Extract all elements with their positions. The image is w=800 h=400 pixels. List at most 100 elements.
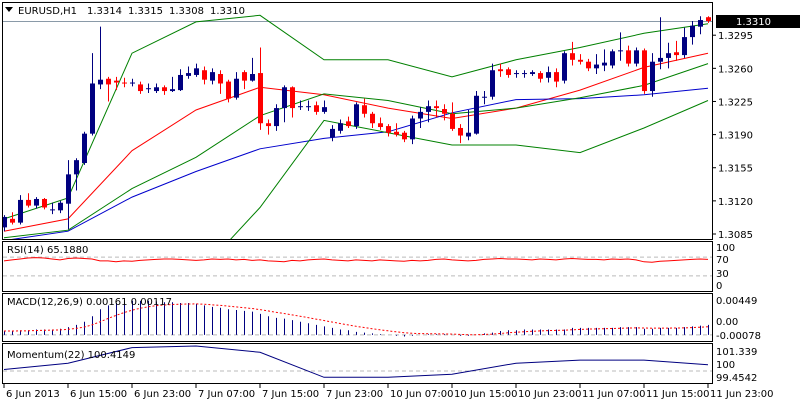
candle-body	[202, 70, 207, 80]
candle	[322, 100, 327, 114]
rsi-tick: 100	[716, 243, 735, 254]
candle	[570, 41, 575, 66]
candle	[682, 27, 687, 58]
candle	[50, 202, 55, 215]
time-tick-label: 6 Jun 2013	[6, 389, 60, 400]
candle-body	[154, 87, 159, 92]
candle	[42, 198, 47, 210]
candle-body	[674, 52, 679, 56]
candle-body	[26, 199, 31, 206]
candle-body	[434, 106, 439, 109]
chart-title: EURUSD,H1 1.3314 1.3315 1.3308 1.3310	[5, 6, 245, 17]
candle-body	[474, 95, 479, 134]
momentum-line	[3, 345, 709, 378]
candle	[130, 78, 135, 87]
candle-body	[98, 79, 103, 85]
candle-body	[458, 127, 463, 136]
rsi-tick: 30	[716, 269, 729, 280]
momentum-tick: 99.4542	[716, 373, 757, 384]
candle-body	[698, 20, 703, 27]
candle	[178, 69, 183, 92]
candle	[370, 111, 375, 128]
candle-body	[250, 74, 255, 81]
candle-body	[322, 107, 327, 112]
candle	[474, 91, 479, 135]
candle	[642, 48, 647, 94]
momentum-label: Momentum(22) 100.4149	[7, 350, 135, 361]
time-tick-label: 7 Jun 15:00	[262, 389, 319, 400]
candle-body	[490, 70, 495, 97]
candle-body	[450, 113, 455, 129]
candle-body	[90, 83, 95, 134]
candle	[378, 117, 383, 130]
candle-body	[106, 78, 111, 85]
macd-panel[interactable]	[2, 293, 713, 342]
time-tick-label: 10 Jun 15:00	[454, 389, 518, 400]
candle-body	[186, 73, 191, 76]
price-tick-label: 1.3155	[718, 164, 753, 175]
candle-body	[74, 160, 79, 175]
candle-body	[706, 17, 711, 21]
candle-body	[58, 202, 63, 211]
candle	[618, 32, 623, 61]
time-tick-label: 10 Jun 23:00	[518, 389, 582, 400]
candle-body	[394, 131, 399, 135]
candle	[466, 109, 471, 141]
candle	[330, 125, 335, 142]
macd-signal-line	[4, 303, 709, 336]
price-tick-label: 1.3085	[718, 230, 753, 241]
momentum-tick: 100	[716, 360, 735, 371]
candle	[194, 63, 199, 77]
candle	[594, 54, 599, 75]
candle-body	[666, 53, 671, 58]
candle-body	[410, 118, 415, 140]
candle	[402, 130, 407, 143]
candle-body	[234, 78, 239, 98]
candle	[578, 54, 583, 65]
candle-body	[586, 61, 591, 69]
macd-label: MACD(12,26,9) 0.00161 0.00117	[7, 297, 172, 308]
candle	[354, 102, 359, 129]
candle	[394, 123, 399, 137]
rsi-panel[interactable]	[2, 241, 713, 292]
candle-body	[178, 74, 183, 91]
price-tick-label: 1.3120	[718, 197, 753, 208]
candle-body	[642, 50, 647, 92]
candle-body	[682, 37, 687, 56]
macd-indicator	[3, 300, 712, 337]
time-tick-label: 11 Jun 07:00	[582, 389, 646, 400]
candle	[18, 195, 23, 225]
candle-body	[170, 89, 175, 92]
current-price-label: 1.3310	[736, 17, 771, 28]
candle	[154, 83, 159, 93]
candle	[514, 70, 519, 78]
candle	[450, 102, 455, 131]
candle	[290, 86, 295, 118]
candle-body	[498, 69, 503, 72]
candle-body	[226, 81, 231, 99]
candle	[10, 212, 15, 225]
candle-body	[258, 73, 263, 124]
candle	[418, 107, 423, 128]
candle-body	[82, 133, 87, 163]
candle-body	[538, 73, 543, 79]
candle-body	[658, 57, 663, 62]
candle-body	[338, 123, 343, 131]
candle-body	[634, 50, 639, 64]
candle-body	[618, 50, 623, 52]
candle	[690, 21, 695, 45]
candle-body	[650, 61, 655, 92]
candle	[458, 124, 463, 144]
candle-body	[594, 64, 599, 69]
dropdown-triangle-icon[interactable]	[5, 7, 13, 12]
candle	[218, 70, 223, 94]
time-tick-label: 7 Jun 07:00	[198, 389, 255, 400]
candle	[530, 70, 535, 76]
candle	[562, 51, 567, 84]
candle	[162, 85, 167, 95]
candle-body	[194, 68, 199, 75]
rsi-indicator	[3, 256, 712, 277]
candle	[266, 119, 271, 135]
candle	[442, 104, 447, 121]
